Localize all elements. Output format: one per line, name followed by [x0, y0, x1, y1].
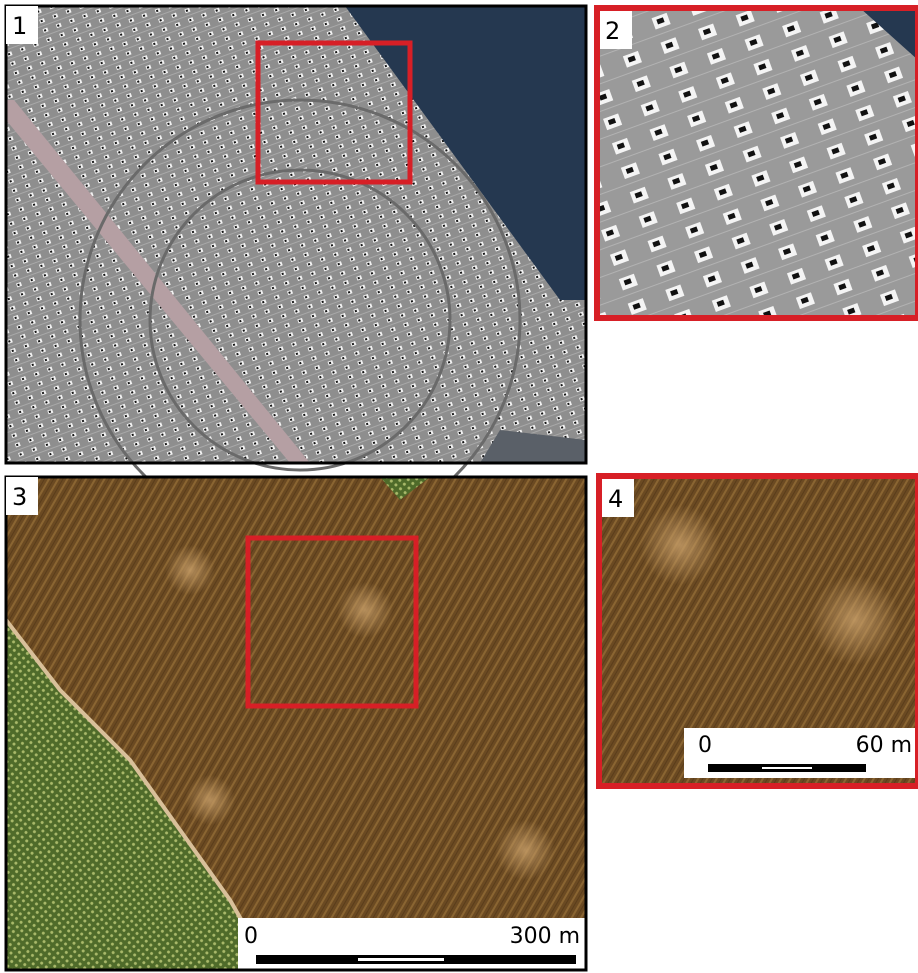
scale-start: 0	[244, 924, 258, 949]
panel-label: 4	[608, 485, 623, 513]
panel-label: 3	[12, 483, 27, 511]
panel-2: 2	[597, 8, 918, 318]
scale-end: 300 m	[510, 924, 580, 949]
panel-label: 2	[605, 17, 620, 45]
scale-start: 0	[698, 733, 712, 758]
panel-4: 0 60 m 4	[599, 476, 918, 786]
figure: 1 2 0 300 m 3 0 60 m	[0, 0, 918, 973]
panel-3: 0 300 m 3	[6, 477, 586, 970]
panel-label: 1	[12, 12, 27, 40]
panel-1: 1	[6, 6, 586, 540]
scale-end: 60 m	[856, 733, 912, 758]
